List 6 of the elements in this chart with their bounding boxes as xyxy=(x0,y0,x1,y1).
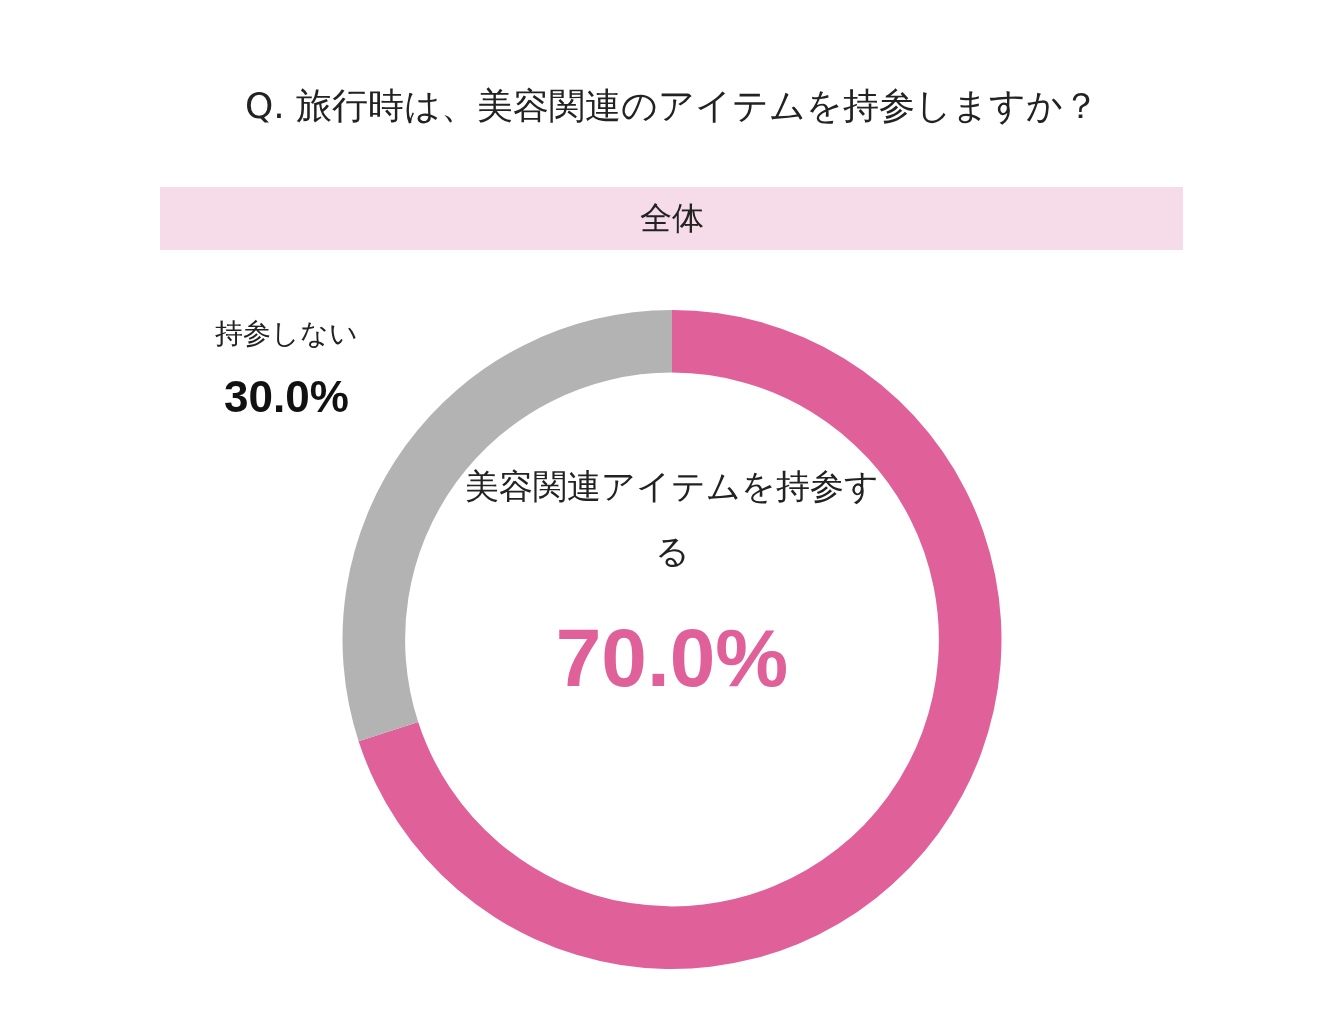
chart-subtitle: 全体 xyxy=(160,187,1183,250)
slice-label: 持参しない xyxy=(214,317,358,351)
chart-title: Q. 旅行時は、美容関連のアイテムを持参しますか？ xyxy=(243,84,1101,128)
data-label: 70.0% xyxy=(555,612,789,704)
data-label: 30.0% xyxy=(224,371,349,421)
slice-label: 美容関連アイテムを持参する xyxy=(465,466,879,571)
